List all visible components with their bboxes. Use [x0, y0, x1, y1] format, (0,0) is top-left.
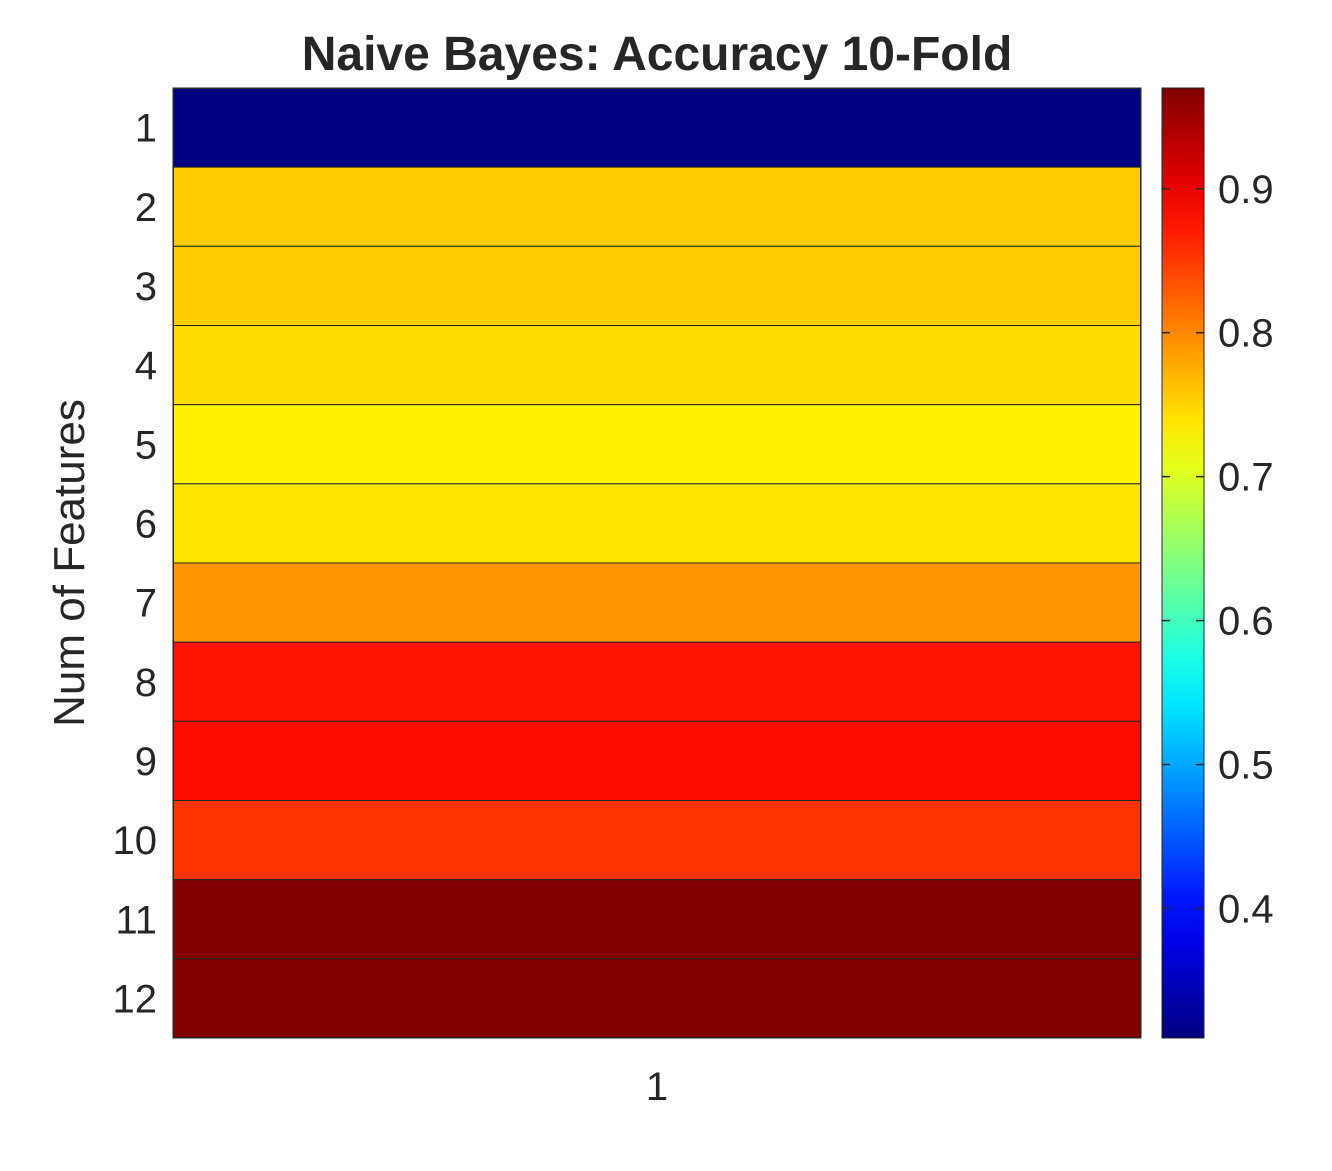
- heatmap-cell: [172, 166, 1142, 247]
- y-tick-label: 12: [113, 977, 158, 1021]
- plot-frame: [173, 88, 1141, 1038]
- y-tick-label: 2: [135, 186, 157, 230]
- heatmap-cell: [172, 800, 1142, 881]
- y-tick-label: 6: [135, 502, 157, 546]
- x-tick-label: 1: [646, 1065, 668, 1109]
- heatmap-cell: [172, 404, 1142, 485]
- y-tick-label: 5: [135, 423, 157, 467]
- colorbar-tick-label: 0.5: [1218, 744, 1274, 788]
- y-tick-label: 4: [135, 344, 157, 388]
- heatmap-cell: [172, 325, 1142, 406]
- colorbar-tick-label: 0.4: [1218, 887, 1274, 931]
- colorbar-tick-label: 0.9: [1218, 168, 1274, 212]
- y-tick-label: 3: [135, 265, 157, 309]
- colorbar: [1161, 87, 1205, 1039]
- colorbar-tick-label: 0.8: [1218, 312, 1274, 356]
- heatmap-cell: [172, 483, 1142, 564]
- y-tick-label: 1: [135, 107, 157, 151]
- colorbar-tick-label: 0.7: [1218, 456, 1274, 500]
- x-tick-labels: 1: [646, 1065, 668, 1109]
- y-tick-label: 7: [135, 582, 157, 626]
- heatmap-cell: [172, 87, 1142, 168]
- heatmap-cell: [172, 958, 1142, 1039]
- heatmap-cells: [172, 87, 1142, 1039]
- y-tick-label: 8: [135, 661, 157, 705]
- heatmap-cell: [172, 879, 1142, 960]
- y-tick-label: 9: [135, 740, 157, 784]
- chart-title: Naive Bayes: Accuracy 10-Fold: [302, 28, 1013, 81]
- heatmap-cell: [172, 245, 1142, 326]
- heatmap-cell: [172, 562, 1142, 643]
- y-axis-label: Num of Features: [45, 399, 94, 727]
- y-tick-label: 10: [113, 819, 158, 863]
- heatmap-cell: [172, 720, 1142, 801]
- colorbar-tick-label: 0.6: [1218, 600, 1274, 644]
- y-tick-label: 11: [115, 898, 157, 942]
- heatmap-cell: [172, 641, 1142, 722]
- colorbar-ticks: 0.4 0.5 0.6 0.7 0.8 0.9: [1162, 168, 1274, 931]
